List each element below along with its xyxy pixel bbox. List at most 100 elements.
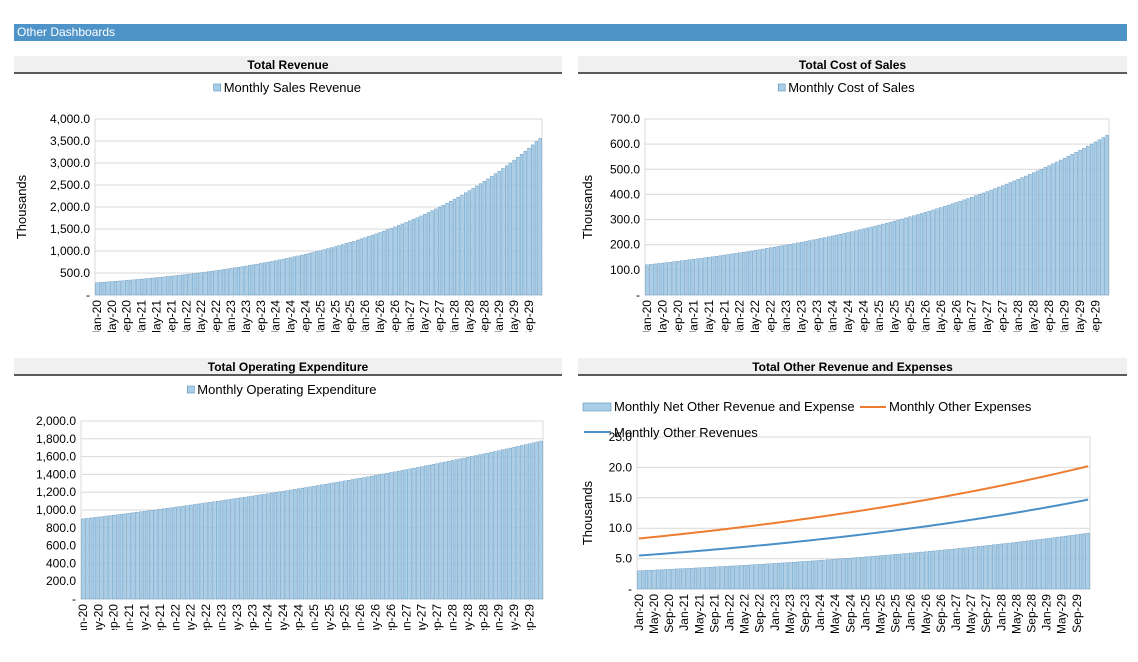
bar xyxy=(185,505,189,600)
bar xyxy=(206,271,211,296)
x-tick-label: Jan-25 xyxy=(307,604,321,630)
bar xyxy=(819,238,823,296)
bar xyxy=(1063,535,1068,590)
x-tick-label: Jan-20 xyxy=(90,300,104,332)
bar xyxy=(745,251,750,296)
y-axis-title: Thousands xyxy=(580,480,595,545)
bar xyxy=(426,212,431,296)
bar xyxy=(378,232,382,296)
bar xyxy=(1097,139,1101,296)
bar xyxy=(995,544,1000,590)
bar xyxy=(716,566,720,590)
x-tick-label: Jan-28 xyxy=(1011,300,1025,332)
bar xyxy=(110,281,114,296)
bar xyxy=(912,215,916,296)
bar xyxy=(214,270,218,296)
bar xyxy=(192,504,197,600)
x-tick-label: May-28 xyxy=(462,300,476,332)
legend-label: Monthly Other Revenues xyxy=(614,425,758,440)
chart-panel-total-other-revenue-and-expenses: Total Other Revenue and Expenses - 5.0 10.… xyxy=(578,358,1127,642)
x-tick-label: Jan-27 xyxy=(399,604,413,630)
bar xyxy=(861,228,866,296)
y-tick-label: 1,000.0 xyxy=(36,503,76,517)
bar xyxy=(346,480,351,600)
bar xyxy=(524,444,528,600)
bar xyxy=(1086,532,1090,590)
bar xyxy=(520,445,524,600)
bar xyxy=(121,280,125,296)
x-tick-label: May-22 xyxy=(748,300,762,332)
bar xyxy=(269,492,274,600)
bar xyxy=(708,566,713,590)
x-tick-label: Jan-21 xyxy=(677,594,691,631)
bar xyxy=(200,503,204,600)
bar xyxy=(250,495,254,600)
bar xyxy=(348,242,352,296)
x-tick-label: May-25 xyxy=(322,604,336,630)
bar xyxy=(143,278,147,296)
x-tick-label: May-20 xyxy=(91,604,105,630)
bar xyxy=(404,469,408,600)
bar xyxy=(1101,137,1105,296)
bar xyxy=(769,563,773,590)
x-tick-label: Jan-29 xyxy=(492,604,506,630)
bar xyxy=(204,502,208,600)
bar xyxy=(890,554,894,590)
bar xyxy=(710,256,715,296)
x-tick-label: Sep-21 xyxy=(153,604,167,630)
x-tick-label: Jan-29 xyxy=(1058,300,1072,332)
bar xyxy=(1089,143,1094,296)
bar xyxy=(385,229,390,296)
x-tick-label: Jan-26 xyxy=(358,300,372,332)
bar xyxy=(916,552,920,590)
bar xyxy=(363,237,367,296)
bar xyxy=(977,546,981,590)
bar xyxy=(221,269,226,296)
bar xyxy=(296,488,301,600)
bar xyxy=(644,570,649,590)
bar xyxy=(475,185,479,296)
bar xyxy=(1001,185,1005,296)
bar xyxy=(1070,154,1074,296)
bar xyxy=(393,226,397,296)
x-tick-label: Sep-28 xyxy=(477,300,491,332)
bar xyxy=(512,447,516,600)
bar xyxy=(1010,542,1015,590)
x-tick-label: Sep-21 xyxy=(707,594,721,633)
y-tick-label: 600.0 xyxy=(610,137,640,151)
y-tick-label: 20.0 xyxy=(609,460,633,474)
bar xyxy=(255,263,259,296)
bar xyxy=(919,213,924,296)
bar xyxy=(481,453,485,600)
bar xyxy=(772,246,777,296)
x-tick-label: May-24 xyxy=(841,300,855,332)
x-tick-label: May-23 xyxy=(795,300,809,332)
bar xyxy=(780,562,784,590)
bar xyxy=(841,558,845,590)
x-tick-label: Sep-25 xyxy=(343,300,357,332)
bar xyxy=(739,565,743,590)
bar xyxy=(997,186,1001,296)
bar xyxy=(485,452,489,600)
bar xyxy=(680,260,684,296)
bar xyxy=(901,553,905,590)
bar xyxy=(977,194,982,296)
bar xyxy=(985,191,989,296)
bar xyxy=(385,473,389,600)
bar xyxy=(695,258,699,296)
x-tick-label: May-27 xyxy=(418,300,432,332)
bar xyxy=(869,226,873,296)
bar xyxy=(254,495,258,600)
bar xyxy=(973,546,977,590)
x-tick-label: Sep-22 xyxy=(209,300,223,332)
x-tick-label: May-28 xyxy=(461,604,475,630)
bar xyxy=(961,547,966,590)
bar xyxy=(212,501,216,600)
bar xyxy=(500,449,505,600)
x-tick-label: May-25 xyxy=(887,300,901,332)
bar xyxy=(867,556,871,590)
x-tick-label: Sep-26 xyxy=(384,604,398,630)
y-tick-label: - xyxy=(72,592,76,606)
bar xyxy=(904,217,908,296)
